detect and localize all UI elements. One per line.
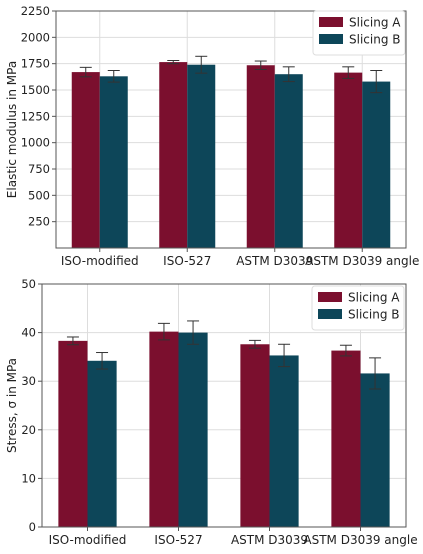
legend-label: Slicing B (348, 308, 400, 322)
y-tick-label: 750 (28, 162, 50, 176)
bar-slicing-a (334, 72, 363, 249)
legend-label: Slicing A (349, 16, 401, 30)
y-tick-label: 1500 (21, 83, 50, 97)
x-tick-label: ASTM D3039 angle (303, 533, 417, 547)
plot-frame (41, 283, 407, 528)
bar-slicing-a (71, 72, 100, 249)
x-tick-label: ISO-modified (61, 254, 139, 268)
elastic-modulus-chart: 250 500 750 1000 1250 1500 1750 2000 2250 ISO-mod… (5, 4, 419, 268)
stress-chart: 0 10 20 30 40 50 ISO-modified ISO-527 ASTM D3039… (5, 277, 418, 547)
y-tick-label: 2000 (21, 30, 50, 44)
legend-swatch (318, 309, 342, 319)
bar-slicing-a (331, 350, 361, 527)
legend-swatch (319, 34, 343, 44)
bar-slicing-b (360, 373, 390, 527)
x-tick-label: ISO-527 (154, 533, 202, 547)
bar-slicing-b (269, 355, 299, 527)
bar-slicing-a (149, 331, 179, 527)
y-tick-label: 500 (28, 188, 50, 202)
y-axis-label: Elastic modulus in MPa (5, 61, 19, 198)
legend-label: Slicing A (348, 291, 400, 305)
bar-slicing-a (246, 65, 275, 248)
bar-slicing-b (87, 360, 117, 527)
bar-slicing-b (274, 74, 303, 248)
y-tick-label: 10 (21, 471, 36, 485)
legend-swatch (318, 292, 342, 302)
y-tick-label: 20 (21, 423, 36, 437)
bar-slicing-b (187, 64, 216, 248)
x-tick-label: ASTM D3039 (236, 254, 313, 268)
y-tick-label: 1250 (21, 109, 50, 123)
y-tick-label: 30 (21, 374, 36, 388)
bar-slicing-b (178, 332, 208, 527)
legend: Slicing A Slicing B (312, 10, 406, 56)
x-tick-label: ASTM D3039 (231, 533, 308, 547)
y-tick-label: 250 (28, 215, 50, 229)
plot-frame (55, 10, 407, 249)
bar-slicing-a (58, 340, 88, 527)
y-tick-label: 50 (21, 277, 36, 291)
legend-label: Slicing B (349, 33, 401, 47)
y-axis-label: Stress, σ in MPa (5, 358, 19, 453)
y-tick-label: 1000 (21, 136, 50, 150)
x-tick-label: ISO-527 (163, 254, 211, 268)
legend: Slicing A Slicing B (311, 285, 405, 331)
bar-slicing-b (362, 81, 391, 248)
x-tick-label: ISO-modified (49, 533, 127, 547)
x-tick-label: ASTM D3039 angle (305, 254, 419, 268)
bar-slicing-a (159, 62, 188, 248)
bar-slicing-a (240, 344, 270, 527)
legend-swatch (319, 17, 343, 27)
y-tick-label: 40 (21, 326, 36, 340)
y-tick-label: 2250 (21, 4, 50, 18)
y-tick-label: 0 (29, 520, 36, 534)
y-tick-label: 1750 (21, 57, 50, 71)
bar-slicing-b (99, 76, 128, 248)
